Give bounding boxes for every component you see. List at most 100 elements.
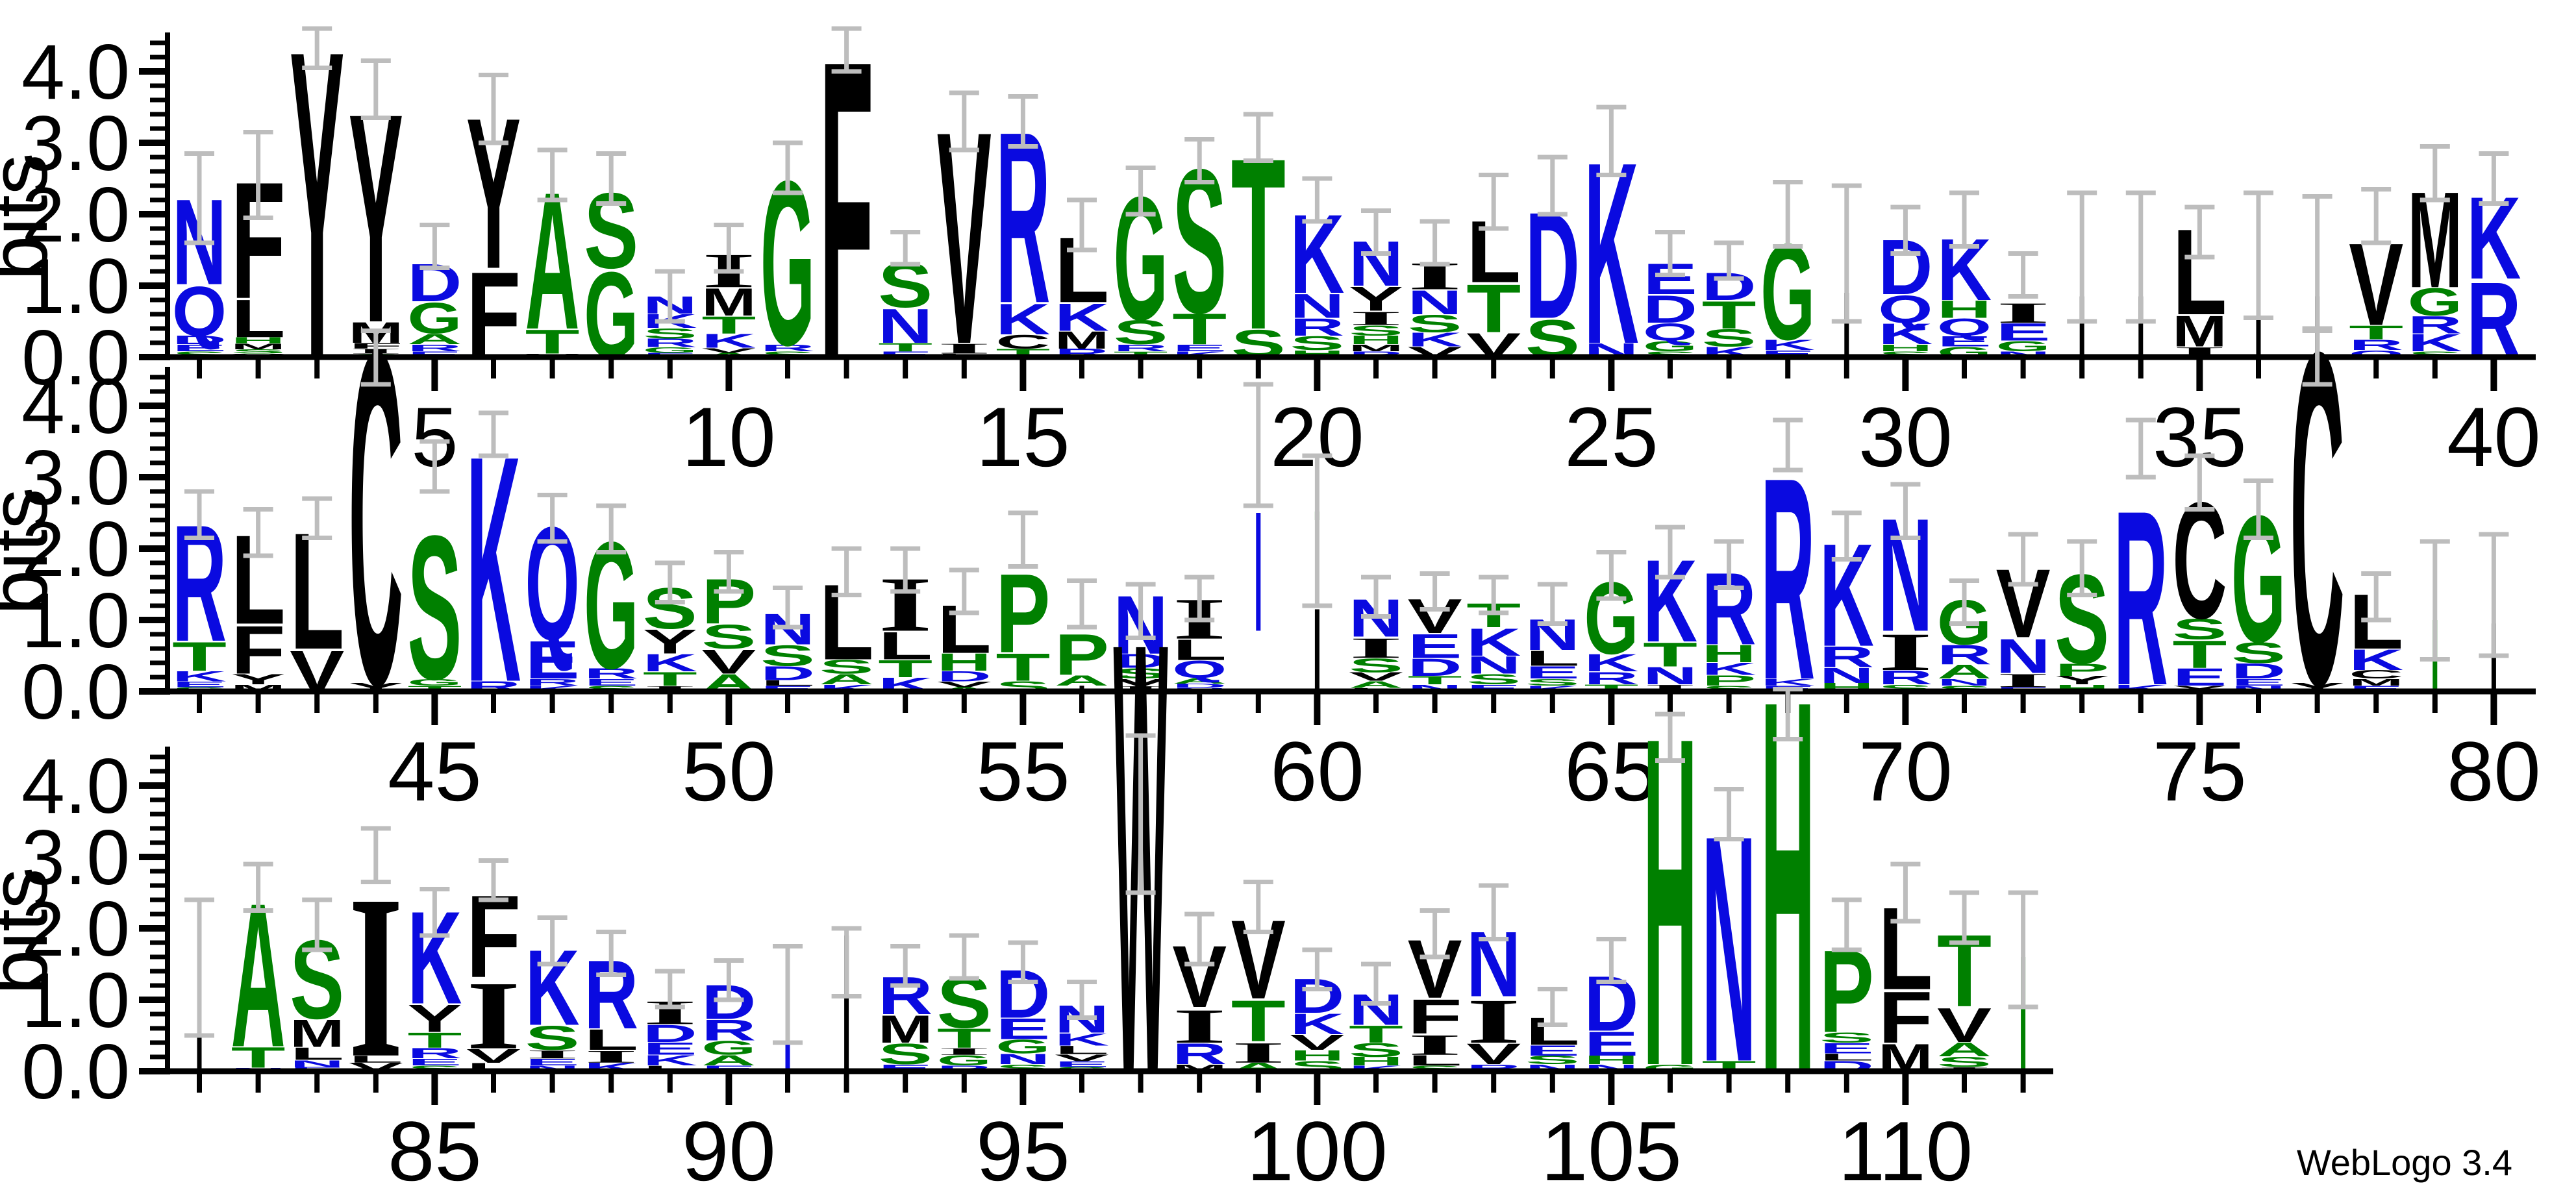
error-bar-cap [890,546,921,551]
weblogo-credit: WebLogo 3.4 [2296,1142,2512,1183]
error-bar [373,60,379,118]
error-bar-cap [2302,328,2332,333]
error-bar-cap [773,586,803,590]
error-bar-cap [302,26,332,31]
y-tick-label: 1.0 [21,577,130,664]
error-bar [2491,153,2496,204]
residue-letter-H: H [1290,1047,1344,1063]
error-bar-cap [1773,180,1803,184]
x-tick-label: 95 [976,1104,1070,1190]
error-bar-cap [184,240,214,245]
residue-letter-R: R [2408,312,2462,339]
residue-letter-L: L [584,1024,638,1056]
residue-letter-P: P [1702,673,1757,689]
error-bar-cap [2361,240,2392,245]
error-bar-cap [1419,607,1450,612]
error-bar-cap [1655,712,1685,717]
residue-line [2021,957,2026,1071]
x-tick-label: 50 [682,724,776,819]
residue-letter-K: K [1760,337,1815,353]
residue-letter-K: K [1055,1030,1109,1049]
residue-letter-T: T [407,1028,462,1052]
error-bar-cap [479,897,508,902]
error-bar [608,932,614,975]
error-bar [2079,193,2084,321]
error-bar [432,441,437,491]
error-bar-cap [2244,536,2273,540]
logo-column-33 [2067,190,2097,357]
residue-letter-N: N [290,1058,344,1069]
residue-letter-T: T [701,312,756,339]
error-bar-cap [1714,276,1744,281]
error-bar [1785,689,1790,739]
residue-letter-G: G [1996,338,2051,354]
error-bar-cap [1949,621,1979,626]
error-bar [1256,384,1261,506]
logo-column-58: NDAQLI [1172,575,1227,693]
error-bar-cap [2125,319,2156,324]
residue-letter-I: I [1172,1000,1227,1054]
error-bar-cap [1479,937,1509,941]
residue-letter-E: E [1408,627,1462,665]
error-bar [903,549,908,591]
residue-letter-Q: Q [1643,319,1697,346]
residue-letter-R: R [407,1045,462,1061]
error-bar-cap [1302,219,1332,224]
error-bar-cap [2361,571,2392,576]
error-bar-cap [2420,657,2450,662]
logo-column-92 [831,926,862,1071]
error-bar-cap [419,887,450,891]
residue-letter-N: N [1937,677,1992,688]
residue-letter-D: D [937,668,992,684]
error-bar [844,549,849,595]
residue-letter-K: K [1702,659,1757,678]
residue-line [1844,293,1849,357]
logo-column-72: EINV [1996,532,2051,693]
residue-letter-T: T [643,668,697,690]
residue-letter-Y: Y [2055,674,2109,687]
residue-letter-G: G [407,677,462,688]
residue-letter-S: S [1349,1039,1403,1061]
error-bar [1962,193,1967,247]
error-bar [1138,584,1144,638]
error-bar-cap [1419,571,1450,576]
logo-column-34 [2125,190,2156,357]
residue-letter-S: S [878,1038,932,1071]
residue-letter-T: T [1466,270,1521,347]
residue-letter-E: E [1584,1024,1638,1063]
error-bar [1256,882,1261,932]
error-bar [903,946,908,985]
error-bar-cap [655,560,685,565]
residue-letter-S: S [1466,671,1521,688]
error-bar-cap [243,216,273,220]
x-tick-label: 30 [1858,390,1953,484]
residue-letter-C: C [2349,668,2403,681]
error-bar-cap [1714,240,1744,245]
y-axis-title: bits [0,489,64,615]
error-bar [1727,789,1732,839]
error-bar [962,936,967,978]
error-bar-cap [949,976,979,981]
logo-column-78: EMCKL [2349,571,2403,693]
residue-letter-I: I [937,1046,992,1057]
error-bar [2432,146,2438,200]
error-bar-cap [1773,467,1803,473]
residue-letter-Y: Y [231,671,286,688]
residue-letter-T: T [1702,293,1757,337]
error-bar [1491,175,1496,229]
error-bar [608,506,614,552]
y-tick-label: 3.0 [21,814,130,901]
error-bar-cap [1008,144,1038,149]
logo-column-8: GS [584,151,638,383]
residue-letter-E: E [525,1057,580,1068]
error-bar [1903,484,1908,538]
logo-column-83: ENLMS [290,897,344,1072]
error-bar-cap [1831,897,1862,902]
error-bar [785,143,790,193]
error-bar-cap [1596,550,1627,554]
residue-letter-K: K [1584,650,1638,677]
logo-column-12: F [819,0,874,448]
